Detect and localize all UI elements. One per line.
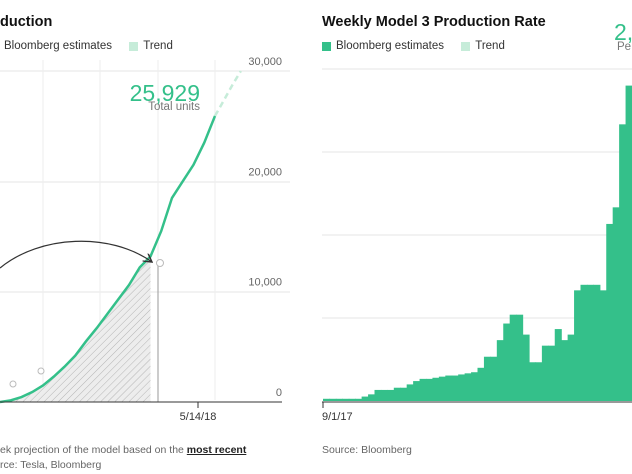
right-bar-8 [374, 389, 382, 401]
right-bar-35 [548, 345, 556, 401]
most-recent-link[interactable]: most recent [186, 444, 247, 456]
right-callout-label: Pe [617, 41, 631, 53]
right-bar-43 [599, 290, 607, 401]
left-annotation-arrow [0, 240, 152, 269]
legend-item-estimates-right: Bloomberg estimates [322, 40, 444, 52]
right-source: Source: Bloomberg [322, 444, 412, 456]
right-bar-0 [323, 398, 331, 401]
right-bar-21 [458, 374, 466, 401]
legend-label-estimates: Bloomberg estimates [4, 40, 113, 52]
right-chart-title: Weekly Model 3 Production Rate [322, 14, 546, 30]
right-bar-7 [368, 394, 376, 401]
right-bar-16 [426, 378, 434, 401]
right-bar-5 [355, 398, 363, 401]
right-bar-36 [554, 329, 562, 401]
legend-item-trend-right: Trend [461, 40, 505, 52]
right-bar-28 [503, 323, 511, 401]
left-trend-line [213, 70, 242, 117]
right-bar-45 [612, 207, 620, 401]
left-y-tick-label-2: 20,000 [248, 166, 282, 178]
right-bar-19 [445, 375, 453, 401]
right-bar-14 [413, 381, 421, 401]
left-y-tick-label-0: 0 [276, 387, 282, 399]
right-callout-value: 2,0 [614, 19, 632, 45]
right-legend: Bloomberg estimates Trend [322, 40, 519, 54]
right-bar-32 [529, 362, 537, 401]
right-bar-15 [419, 378, 427, 401]
legend-item-trend: Trend [129, 40, 173, 52]
legend-label-trend: Trend [143, 40, 173, 52]
left-marker-1 [9, 380, 17, 388]
right-bar-23 [471, 372, 479, 401]
left-y-tick-label-3: 30,000 [248, 56, 282, 68]
right-bar-27 [496, 340, 504, 401]
left-footnote-text: ek projection of the model based on the [0, 444, 187, 456]
right-x-tick-label: 9/1/17 [322, 411, 353, 423]
right-bar-18 [438, 376, 446, 401]
left-series-group [0, 70, 242, 404]
left-legend: Bloomberg estimates Trend [0, 40, 187, 54]
right-bar-12 [400, 387, 408, 401]
right-bar-46 [619, 124, 627, 401]
right-grid [322, 68, 632, 319]
right-bar-13 [406, 384, 414, 401]
legend-swatch-trend-right [461, 41, 471, 51]
right-bar-30 [516, 314, 524, 401]
right-bar-17 [432, 377, 440, 401]
right-bar-22 [464, 373, 472, 401]
left-history-hatched-area [0, 256, 151, 402]
legend-item-estimates: Bloomberg estimates [0, 40, 112, 52]
right-bar-9 [380, 389, 388, 401]
right-bar-11 [393, 387, 401, 401]
right-bar-2 [335, 398, 343, 401]
right-bar-24 [477, 367, 485, 401]
left-marker-3 [156, 259, 164, 267]
left-source: rce: Tesla, Bloomberg [0, 459, 102, 471]
right-bar-29 [509, 314, 517, 401]
left-x-tick-label: 5/14/18 [180, 411, 217, 423]
right-bar-38 [567, 334, 575, 401]
legend-label-estimates-right: Bloomberg estimates [336, 40, 445, 52]
right-bar-26 [490, 356, 498, 401]
legend-swatch-trend [129, 41, 139, 51]
right-bar-40 [580, 284, 588, 401]
right-bar-47 [625, 85, 632, 401]
legend-label-trend-right: Trend [475, 40, 505, 52]
right-bar-31 [522, 334, 530, 401]
right-series-group [323, 85, 632, 401]
left-marker-2 [37, 367, 45, 375]
right-bar-37 [561, 340, 569, 401]
left-footnote: ek projection of the model based on the … [0, 444, 246, 456]
right-bar-39 [574, 290, 582, 401]
left-callout-label: Total units [148, 101, 200, 113]
right-bar-3 [342, 398, 350, 401]
legend-swatch-estimates-right [322, 41, 331, 51]
right-bar-4 [348, 398, 356, 401]
right-bar-44 [606, 223, 614, 401]
right-bar-42 [593, 284, 601, 401]
left-chart-title: duction [0, 14, 53, 30]
right-bar-10 [387, 389, 395, 401]
left-y-tick-labels: 0 10,000 20,000 30,000 [248, 56, 282, 399]
right-bar-6 [361, 396, 369, 401]
left-estimates-line [0, 115, 217, 404]
left-callout-value: 25,929 [130, 80, 200, 106]
right-bar-41 [586, 284, 594, 401]
right-bar-25 [483, 356, 491, 401]
right-bar-20 [451, 375, 459, 401]
right-bar-34 [541, 345, 549, 401]
right-bar-1 [329, 398, 337, 401]
left-y-tick-label-1: 10,000 [248, 277, 282, 289]
right-bar-33 [535, 362, 543, 401]
